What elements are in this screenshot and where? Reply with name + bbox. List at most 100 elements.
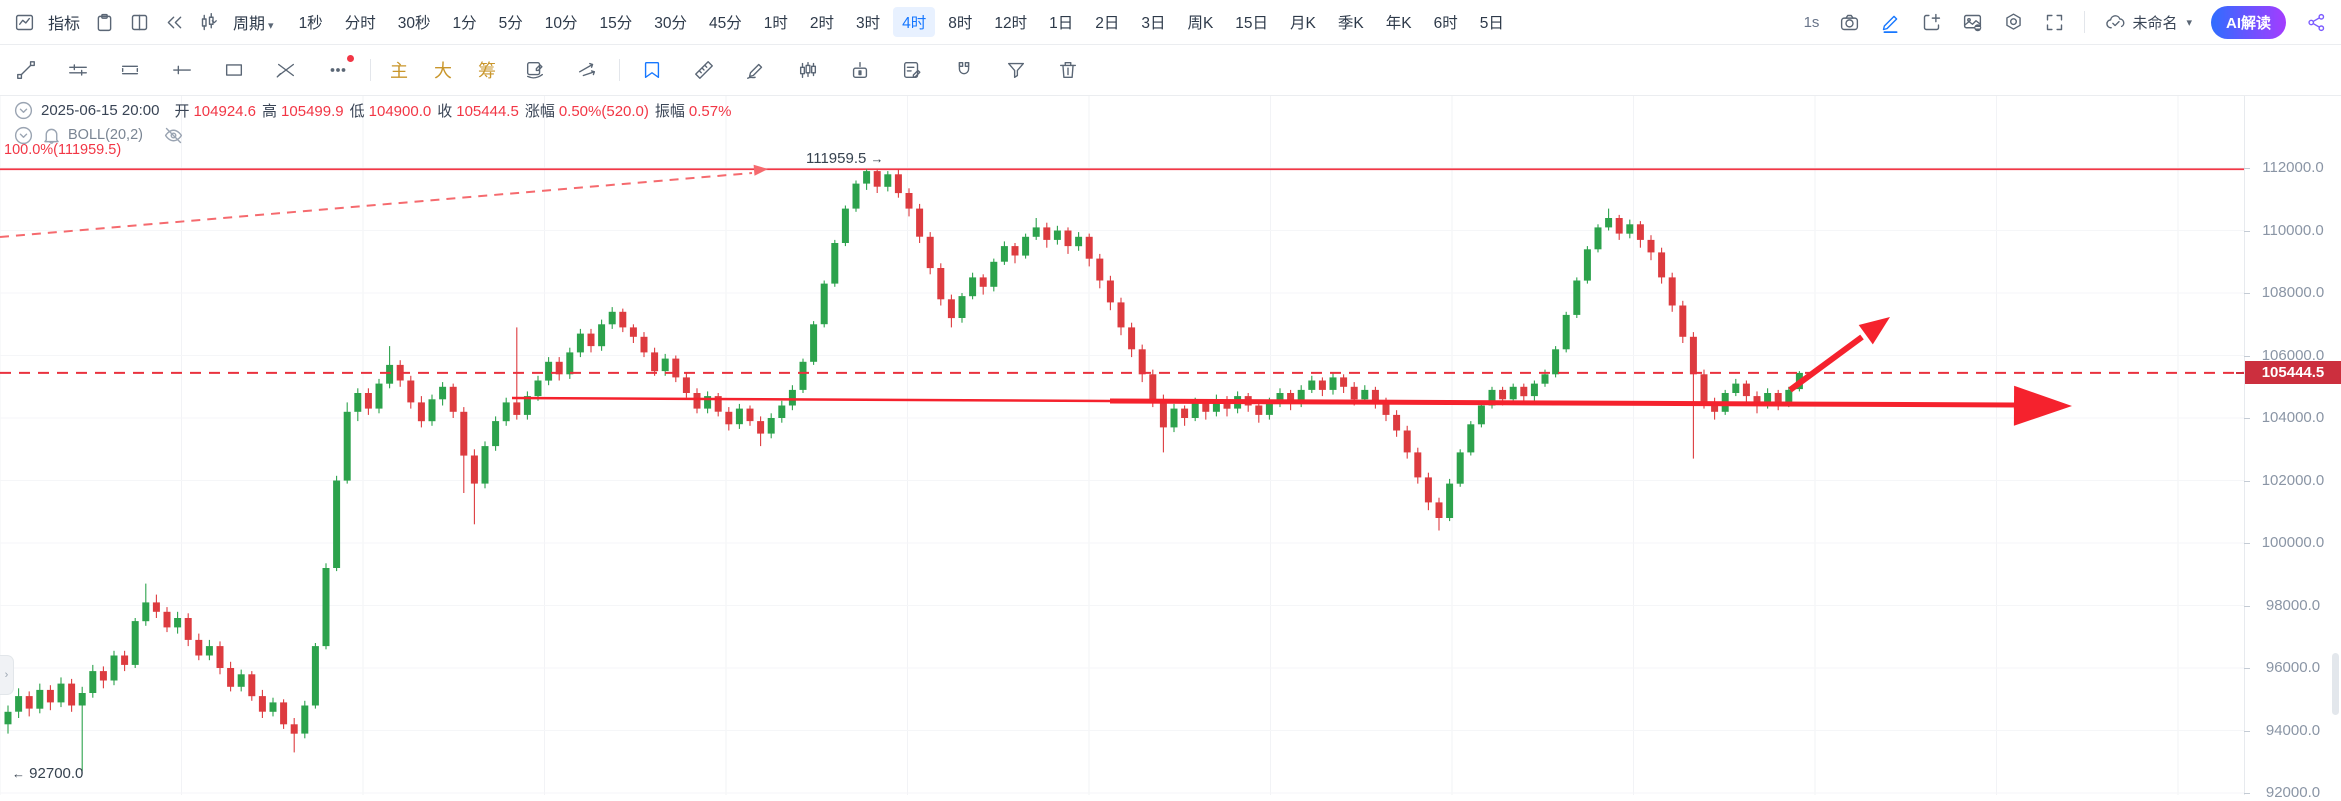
left-arrow-icon: ← [12,766,25,781]
ohlc-label: 涨幅 [525,103,555,120]
alert-bell-icon[interactable] [40,124,62,146]
fib-diagonal-line[interactable] [0,165,768,237]
timeframe-1日[interactable]: 1日 [1040,7,1082,37]
chart-style-icon[interactable] [198,11,220,33]
timeframe-10分[interactable]: 10分 [536,7,587,37]
ohlc-label: 开 [174,103,189,120]
ohlc-label: 振幅 [655,103,685,120]
timeframe-2日[interactable]: 2日 [1086,7,1128,37]
right-arrow-icon: → [871,151,884,166]
axis-scrollbar-thumb[interactable] [2332,653,2339,715]
bookmark-icon[interactable] [639,57,665,83]
cloud-saved-icon [2104,11,2126,33]
gridlines [0,95,2245,795]
cross-line-icon[interactable] [169,57,195,83]
collapse-circle-icon[interactable] [12,99,34,121]
ohlc-value: 104924.6 [193,103,256,120]
ohlc-value: 0.57% [689,103,732,120]
rectangle-icon[interactable] [221,57,247,83]
horizontal-lines-icon[interactable] [65,57,91,83]
pattern-edit-icon[interactable] [522,57,548,83]
gold-tab-筹[interactable]: 筹 [478,57,496,83]
eye-off-icon[interactable] [163,124,185,146]
settings-gear-icon[interactable] [2002,11,2024,33]
timeframe-4时[interactable]: 4时 [893,7,935,37]
clipboard-icon[interactable] [93,11,115,33]
note-edit-icon[interactable] [899,57,925,83]
timeframe-30秒[interactable]: 30秒 [389,7,440,37]
timeframe-12时[interactable]: 12时 [985,7,1036,37]
add-panel-icon[interactable] [1920,11,1942,33]
timeframe-3时[interactable]: 3时 [847,7,889,37]
left-panel-handle[interactable]: › [0,655,14,695]
chevron-down-icon: ▾ [2186,16,2192,29]
up-arrow[interactable] [1790,317,1890,390]
axis-label: 112000.0 [2245,159,2341,176]
timeframe-1分[interactable]: 1分 [443,7,485,37]
replay-icon[interactable] [1961,11,1983,33]
candle-countdown: 1s [1804,14,1820,31]
fullscreen-icon[interactable] [2043,11,2065,33]
timeframe-30分[interactable]: 30分 [645,7,696,37]
toolbar-right: 1s 未命名 ▾ AI解读 [1804,6,2341,39]
gold-tab-大[interactable]: 大 [434,57,452,83]
timeframe-45分[interactable]: 45分 [700,7,751,37]
collapse-circle-icon[interactable] [12,124,34,146]
indicator-row: BOLL(20,2) [12,124,185,146]
timeframe-3日[interactable]: 3日 [1132,7,1174,37]
more-dots-icon[interactable] [325,57,351,83]
timeframe-15日[interactable]: 15日 [1226,7,1277,37]
timeframe-2时[interactable]: 2时 [801,7,843,37]
timeframe-8时[interactable]: 8时 [939,7,981,37]
gold-tab-主[interactable]: 主 [390,57,408,83]
trash-icon[interactable] [1055,57,1081,83]
indicator-icon[interactable] [13,11,35,33]
crossed-lines-icon[interactable] [273,57,299,83]
timeframe-5日[interactable]: 5日 [1471,7,1513,37]
parallel-channel-icon[interactable] [117,57,143,83]
timeframe-1秒[interactable]: 1秒 [290,7,332,37]
indicator-button[interactable]: 指标 [48,10,80,34]
magnet-icon[interactable] [951,57,977,83]
high-price-label: 111959.5 → [806,150,884,167]
trend-line-icon[interactable] [13,57,39,83]
arrow-swap-icon[interactable] [574,57,600,83]
ai-analysis-button[interactable]: AI解读 [2211,6,2286,39]
funnel-icon[interactable] [1003,57,1029,83]
period-dropdown[interactable]: 周期▾ [233,10,274,34]
timeframe-月K[interactable]: 月K [1281,7,1325,37]
timeframe-年K[interactable]: 年K [1377,7,1421,37]
axis-label: 94000.0 [2245,722,2341,739]
candlestick-canvas[interactable] [0,95,2341,795]
candles-tool-icon[interactable] [795,57,821,83]
ohlc-value: 105499.9 [281,103,344,120]
ruler-icon[interactable] [691,57,717,83]
trend-arrow[interactable] [512,386,2072,426]
edit-pencil-icon[interactable] [1879,11,1901,33]
axis-label: 108000.0 [2245,284,2341,301]
indicator-name[interactable]: BOLL(20,2) [68,127,143,143]
timeframe-季K[interactable]: 季K [1329,7,1373,37]
timeframe-6时[interactable]: 6时 [1425,7,1467,37]
layout-icon[interactable] [128,11,150,33]
layout-name-dropdown[interactable]: 未命名 ▾ [2104,11,2192,33]
ohlc-label: 收 [437,103,452,120]
timeframe-1时[interactable]: 1时 [755,7,797,37]
draw-pencil-icon[interactable] [743,57,769,83]
timeframe-15分[interactable]: 15分 [590,7,641,37]
ohlc-label: 高 [262,103,277,120]
chevron-down-icon: ▾ [268,20,274,32]
timeframe-周K[interactable]: 周K [1178,7,1222,37]
camera-icon[interactable] [1838,11,1860,33]
axis-label: 100000.0 [2245,534,2341,551]
axis-label: 92000.0 [2245,784,2341,801]
share-icon[interactable] [2305,11,2327,33]
lock-icon[interactable] [847,57,873,83]
timeframe-分时[interactable]: 分时 [336,7,385,37]
ohlc-label: 低 [350,103,365,120]
timeframe-5分[interactable]: 5分 [490,7,532,37]
rewind-icon[interactable] [163,11,185,33]
